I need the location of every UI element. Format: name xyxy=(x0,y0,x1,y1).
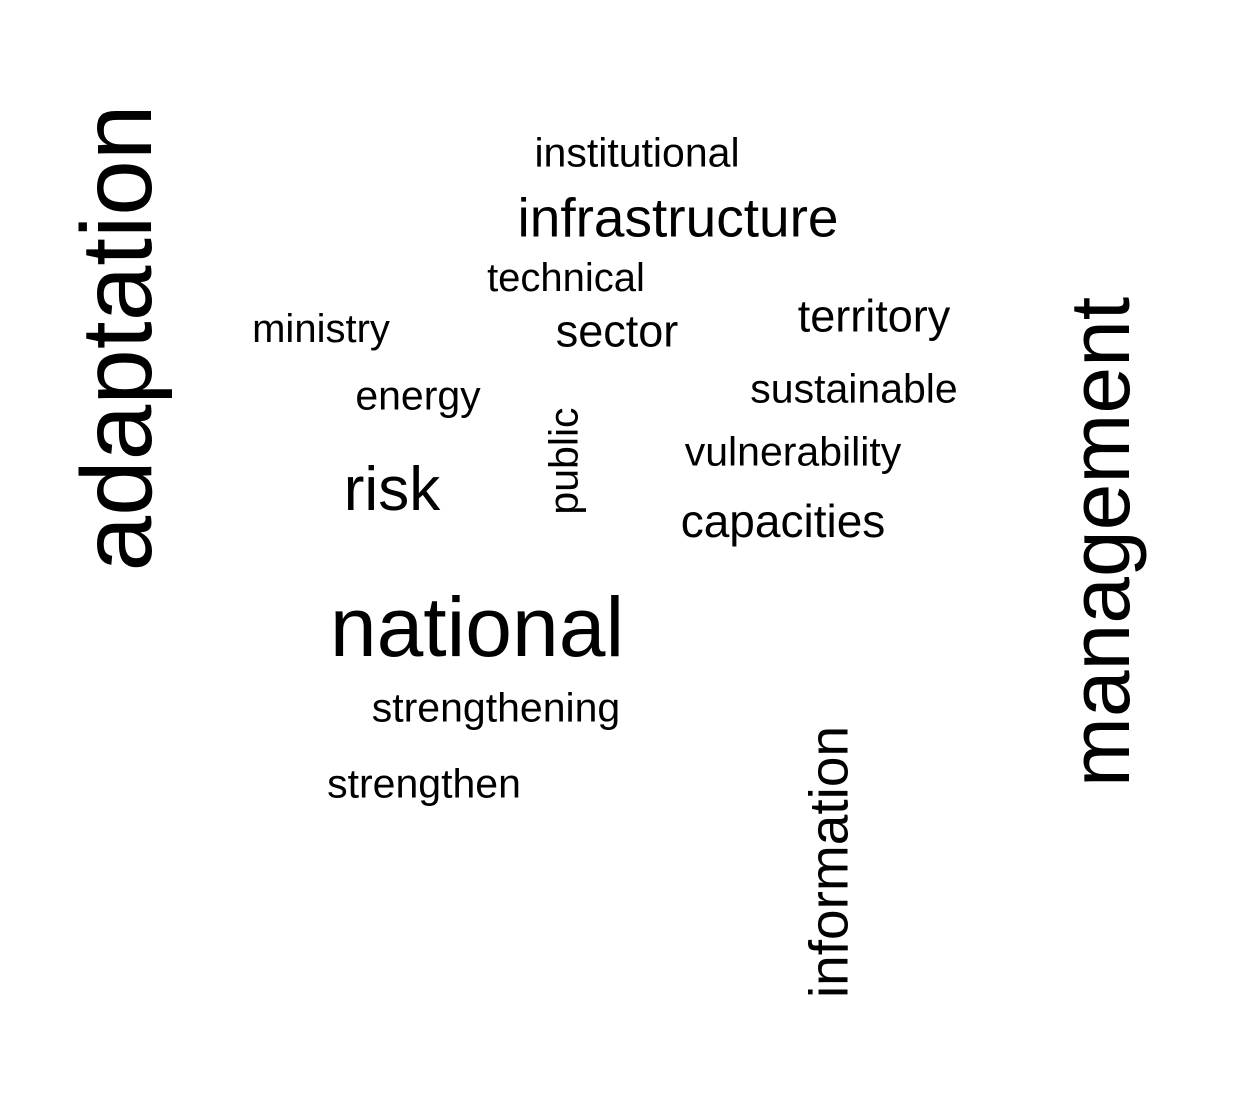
word-territory: territory xyxy=(797,290,951,342)
word-strengthen: strengthen xyxy=(327,760,521,807)
word-infrastructure: infrastructure xyxy=(517,186,839,249)
word-national: national xyxy=(329,580,625,674)
word-public: public xyxy=(540,407,587,515)
word-adaptation: adaptation xyxy=(61,104,173,572)
word-technical: technical xyxy=(487,256,645,300)
word-risk: risk xyxy=(343,455,441,524)
word-ministry: ministry xyxy=(252,307,390,351)
word-sustainable: sustainable xyxy=(750,365,958,412)
word-strengthening: strengthening xyxy=(371,684,621,731)
word-energy: energy xyxy=(355,372,481,419)
word-management: management xyxy=(1053,296,1147,788)
word-information: information xyxy=(797,725,860,999)
word-capacities: capacities xyxy=(680,495,886,547)
word-institutional: institutional xyxy=(534,129,740,176)
word-sector: sector xyxy=(555,305,679,357)
word-vulnerability: vulnerability xyxy=(684,428,902,475)
